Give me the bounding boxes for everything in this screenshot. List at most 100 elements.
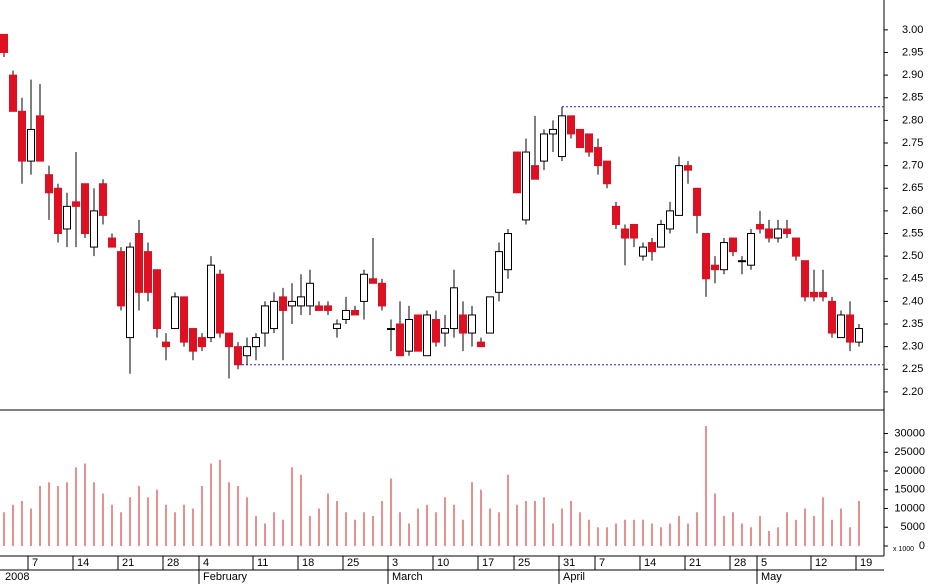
candle-body	[63, 205, 71, 230]
month-label: February	[203, 571, 248, 583]
candle-body	[540, 133, 548, 162]
x-tick-label: 3	[392, 557, 398, 569]
candle-body	[207, 264, 215, 339]
candle-body	[261, 305, 269, 334]
candle-body	[189, 328, 197, 352]
candle-body	[315, 305, 323, 311]
candle-body	[405, 318, 413, 352]
candle-body	[423, 314, 431, 357]
candle-body	[702, 233, 710, 280]
candle-body	[135, 233, 143, 293]
candle-body	[855, 328, 863, 343]
candle-body	[432, 318, 440, 343]
candle-body	[486, 296, 494, 334]
candle-body	[693, 187, 701, 216]
candle-body	[441, 328, 449, 334]
x-tick-label: 28	[167, 557, 179, 569]
y-tick-label: 2.90	[902, 69, 923, 81]
candle-body	[126, 246, 134, 339]
candle-body	[288, 300, 296, 307]
candle-body	[324, 305, 332, 311]
candle-body	[801, 260, 809, 298]
candle-body	[396, 323, 404, 357]
x-tick-label: 12	[815, 557, 827, 569]
candle-body	[369, 278, 377, 284]
candle-body	[657, 223, 665, 248]
candle-body	[558, 115, 566, 158]
y-tick-label: 2.40	[902, 295, 923, 307]
candle-body	[297, 296, 305, 307]
candle-body	[279, 296, 287, 311]
y-tick-label: 2.45	[902, 273, 923, 285]
candle-body	[36, 115, 44, 162]
candle-body	[756, 223, 764, 230]
candle-body	[621, 228, 629, 239]
y2-tick-label: 20000	[894, 465, 925, 477]
candle-body	[468, 314, 476, 334]
y2-tick-label: 15000	[894, 484, 925, 496]
candle-body	[243, 346, 251, 357]
candle-body	[684, 165, 692, 171]
candle-body	[513, 151, 521, 194]
y-tick-label: 2.65	[902, 182, 923, 194]
candle-body	[117, 251, 125, 307]
candle-body	[171, 296, 179, 330]
x-tick-label: 19	[860, 557, 872, 569]
candle-body	[630, 223, 638, 239]
volume-unit-label: x 1000	[893, 546, 914, 553]
y-tick-label: 2.30	[902, 341, 923, 353]
y2-tick-label: 0	[919, 540, 925, 552]
candle-body	[351, 309, 359, 316]
candle-body	[567, 115, 575, 135]
candle-body	[45, 174, 53, 194]
candle-body	[18, 110, 26, 162]
y-tick-label: 2.75	[902, 137, 923, 149]
y-tick-label: 2.85	[902, 92, 923, 104]
y-tick-label: 2.55	[902, 227, 923, 239]
candle-body	[810, 291, 818, 298]
candle-body	[342, 309, 350, 320]
x-tick-label: 25	[518, 557, 530, 569]
candle-body	[720, 242, 728, 271]
month-label: March	[392, 571, 423, 583]
x-tick-label: 11	[257, 557, 268, 569]
month-label: April	[563, 571, 585, 583]
candle-body	[162, 341, 170, 348]
candle-body	[531, 165, 539, 180]
candle-body	[738, 260, 746, 263]
candle-body	[612, 205, 620, 225]
candle-body	[198, 337, 206, 348]
candle-body	[522, 151, 530, 221]
x-tick-label: 14	[77, 557, 89, 569]
candle-body	[234, 346, 242, 366]
candle-body	[639, 246, 647, 257]
candle-body	[27, 128, 35, 162]
candle-body	[504, 233, 512, 271]
candle-body	[747, 233, 755, 266]
candle-body	[729, 237, 737, 253]
candle-body	[495, 251, 503, 293]
y-tick-label: 2.35	[902, 318, 923, 330]
y2-tick-label: 30000	[894, 427, 925, 439]
candle-body	[576, 128, 584, 149]
candle-body	[594, 147, 602, 167]
candle-body	[477, 341, 485, 348]
candle-body	[72, 201, 80, 207]
candle-body	[90, 210, 98, 248]
candle-body	[837, 314, 845, 339]
x-tick-label: 4	[203, 557, 209, 569]
candle-body	[387, 328, 395, 331]
x-tick-label: 25	[347, 557, 359, 569]
candle-body	[828, 300, 836, 334]
x-tick-label: 18	[302, 557, 314, 569]
candle-body	[666, 210, 674, 230]
candle-body	[306, 282, 314, 307]
candle-body	[792, 237, 800, 257]
y-tick-label: 2.95	[902, 46, 923, 58]
x-tick-label: 10	[437, 557, 449, 569]
month-label: May	[761, 571, 782, 583]
candle-body	[360, 273, 368, 302]
month-label: 2008	[5, 571, 29, 583]
